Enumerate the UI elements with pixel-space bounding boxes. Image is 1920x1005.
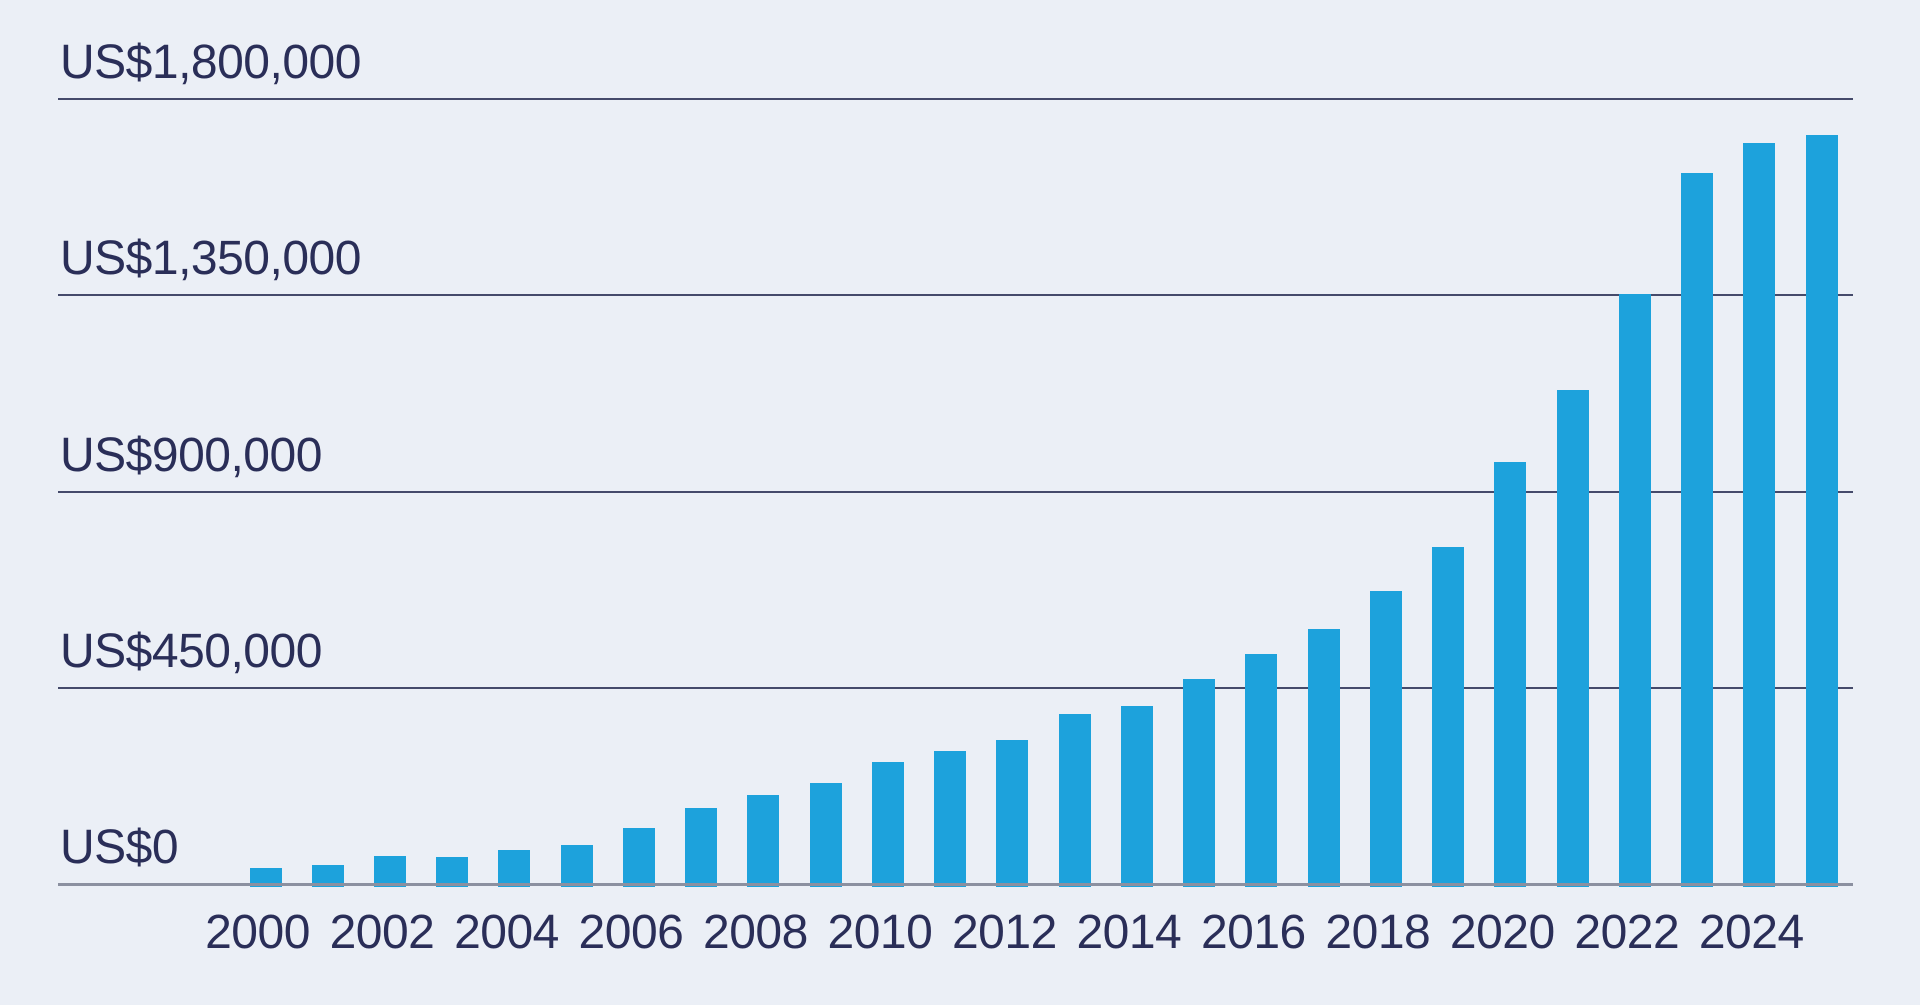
x-axis-label-2020: 2020 — [1449, 906, 1555, 959]
x-axis-label-2016: 2016 — [1200, 906, 1306, 959]
x-axis-label-2014: 2014 — [1076, 906, 1182, 959]
bar-2023 — [1681, 173, 1714, 887]
x-axis-label-2018: 2018 — [1325, 906, 1431, 959]
bar-2025 — [1805, 134, 1838, 887]
x-axis-label-2010: 2010 — [827, 906, 933, 959]
bar-2016 — [1245, 654, 1278, 887]
gridline-1800000 — [58, 98, 1853, 100]
bar-2005 — [560, 844, 593, 887]
bar-2017 — [1307, 629, 1340, 887]
x-axis-label-2000: 2000 — [205, 906, 310, 959]
x-axis-label-2004: 2004 — [454, 906, 559, 959]
x-axis-label-2024: 2024 — [1698, 906, 1804, 959]
gridline-1350000 — [58, 294, 1853, 297]
bar-2006 — [622, 827, 655, 887]
bar-2022 — [1618, 294, 1651, 887]
bar-2001 — [311, 864, 344, 887]
bar-2012 — [996, 740, 1029, 887]
gridline-900000 — [58, 490, 1853, 493]
gridline-450000 — [58, 686, 1853, 689]
bar-2013 — [1058, 713, 1091, 887]
bar-2024 — [1743, 143, 1776, 887]
bar-2018 — [1369, 590, 1402, 887]
bar-2009 — [809, 783, 842, 887]
bar-2007 — [685, 807, 718, 887]
y-axis-label-1800000: US$1,800,000 — [60, 36, 361, 89]
y-axis-label-900000: US$900,000 — [60, 428, 322, 482]
bar-2020 — [1494, 462, 1527, 887]
y-axis-label-1350000: US$1,350,000 — [60, 232, 361, 286]
bar-2000 — [249, 867, 282, 887]
bar-2002 — [373, 856, 406, 887]
bar-2004 — [498, 849, 531, 887]
y-axis-label-450000: US$450,000 — [60, 624, 322, 678]
bar-2014 — [1120, 705, 1153, 887]
bar-2008 — [747, 794, 780, 887]
bar-2015 — [1183, 678, 1216, 887]
y-axis-label-0: US$0 — [60, 821, 179, 874]
x-axis-baseline — [58, 883, 1853, 886]
x-axis-label-2006: 2006 — [578, 906, 684, 959]
x-axis-label-2022: 2022 — [1574, 906, 1680, 959]
x-axis-label-2012: 2012 — [951, 906, 1057, 959]
bar-2011 — [934, 750, 967, 887]
bar-2019 — [1432, 546, 1465, 887]
x-axis-label-2008: 2008 — [703, 906, 808, 959]
x-axis-label-2002: 2002 — [329, 906, 435, 959]
bar-2021 — [1556, 390, 1589, 887]
bar-2003 — [436, 856, 469, 887]
bar-2010 — [871, 762, 904, 887]
